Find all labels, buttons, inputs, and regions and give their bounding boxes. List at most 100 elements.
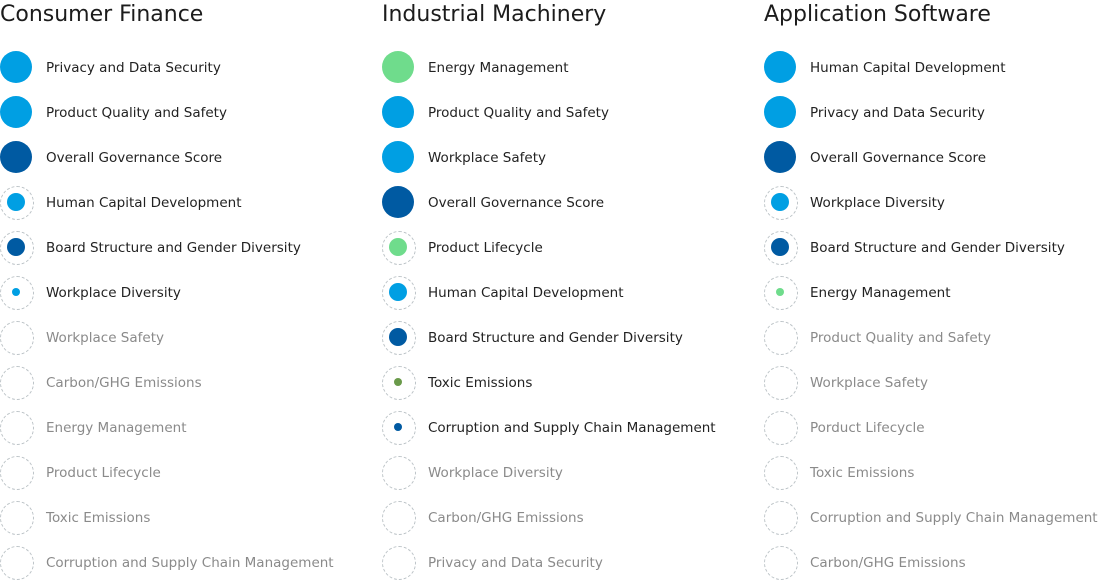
importance-dot — [394, 423, 402, 431]
topic-item: Energy Management — [764, 276, 1101, 310]
importance-indicator — [764, 276, 798, 310]
topic-label: Workplace Diversity — [428, 465, 563, 481]
topic-label: Corruption and Supply Chain Management — [810, 510, 1098, 526]
topic-item: Carbon/GHG Emissions — [382, 501, 742, 535]
topic-label: Product Lifecycle — [46, 465, 161, 481]
topic-item: Energy Management — [0, 411, 360, 445]
importance-dot — [382, 96, 414, 128]
importance-indicator — [764, 501, 798, 535]
importance-indicator — [764, 186, 798, 220]
importance-dot — [389, 328, 407, 346]
importance-dot — [7, 238, 25, 256]
importance-indicator — [764, 366, 798, 400]
importance-indicator — [382, 231, 416, 265]
topic-item: Product Quality and Safety — [0, 96, 360, 130]
topic-label: Board Structure and Gender Diversity — [46, 240, 301, 256]
topic-item: Privacy and Data Security — [382, 546, 742, 580]
column-title: Application Software — [764, 2, 991, 27]
topic-item: Toxic Emissions — [0, 501, 360, 535]
topic-item: Energy Management — [382, 51, 742, 85]
importance-indicator — [0, 456, 34, 490]
importance-dot — [0, 51, 32, 83]
topic-item: Corruption and Supply Chain Management — [764, 501, 1101, 535]
topic-item: Human Capital Development — [0, 186, 360, 220]
importance-indicator — [382, 186, 416, 220]
importance-dot — [7, 193, 25, 211]
importance-dot — [764, 96, 796, 128]
topic-label: Energy Management — [428, 60, 569, 76]
importance-indicator — [382, 456, 416, 490]
importance-dot — [0, 96, 32, 128]
topic-item: Product Quality and Safety — [382, 96, 742, 130]
topic-label: Corruption and Supply Chain Management — [428, 420, 716, 436]
importance-dot — [389, 283, 407, 301]
topic-label: Energy Management — [46, 420, 187, 436]
importance-indicator — [382, 276, 416, 310]
topic-label: Overall Governance Score — [428, 195, 605, 211]
importance-dot — [394, 378, 402, 386]
topic-item: Board Structure and Gender Diversity — [0, 231, 360, 265]
importance-indicator — [382, 546, 416, 580]
topic-item: Privacy and Data Security — [0, 51, 360, 85]
importance-indicator — [382, 411, 416, 445]
importance-indicator — [764, 411, 798, 445]
importance-indicator — [764, 51, 798, 85]
importance-indicator — [0, 141, 34, 175]
topic-item: Overall Governance Score — [382, 186, 742, 220]
topic-item: Human Capital Development — [764, 51, 1101, 85]
topic-label: Product Quality and Safety — [810, 330, 991, 346]
importance-dot — [776, 288, 784, 296]
topic-item: Workplace Safety — [764, 366, 1101, 400]
topic-label: Overall Governance Score — [46, 150, 223, 166]
topic-label: Privacy and Data Security — [810, 105, 985, 121]
importance-indicator — [0, 276, 34, 310]
topic-label: Product Quality and Safety — [428, 105, 609, 121]
topic-label: Workplace Diversity — [46, 285, 181, 301]
importance-indicator — [0, 411, 34, 445]
topic-item: Product Lifecycle — [0, 456, 360, 490]
importance-indicator — [0, 366, 34, 400]
topic-item: Carbon/GHG Emissions — [764, 546, 1101, 580]
topic-label: Workplace Safety — [428, 150, 546, 166]
importance-indicator — [382, 96, 416, 130]
importance-indicator — [382, 51, 416, 85]
importance-dot — [12, 288, 20, 296]
importance-indicator — [0, 186, 34, 220]
importance-indicator — [382, 501, 416, 535]
topic-item: Porduct Lifecycle — [764, 411, 1101, 445]
importance-dot — [771, 193, 789, 211]
topic-item: Privacy and Data Security — [764, 96, 1101, 130]
topic-label: Workplace Safety — [810, 375, 928, 391]
importance-indicator — [0, 501, 34, 535]
topic-label: Human Capital Development — [46, 195, 242, 211]
topic-label: Corruption and Supply Chain Management — [46, 555, 334, 571]
topic-label: Carbon/GHG Emissions — [46, 375, 202, 391]
column-title: Consumer Finance — [0, 2, 204, 27]
importance-indicator — [764, 141, 798, 175]
topic-label: Human Capital Development — [428, 285, 624, 301]
topic-item: Product Quality and Safety — [764, 321, 1101, 355]
topic-label: Product Lifecycle — [428, 240, 543, 256]
topic-label: Overall Governance Score — [810, 150, 987, 166]
importance-indicator — [0, 51, 34, 85]
topic-item: Corruption and Supply Chain Management — [382, 411, 742, 445]
topic-item: Workplace Safety — [0, 321, 360, 355]
importance-indicator — [382, 366, 416, 400]
topic-label: Privacy and Data Security — [428, 555, 603, 571]
column-title: Industrial Machinery — [382, 2, 607, 27]
topic-item: Board Structure and Gender Diversity — [382, 321, 742, 355]
topic-label: Toxic Emissions — [46, 510, 151, 526]
importance-indicator — [764, 231, 798, 265]
importance-indicator — [764, 96, 798, 130]
topic-label: Privacy and Data Security — [46, 60, 221, 76]
importance-dot — [382, 186, 414, 218]
topic-item: Toxic Emissions — [382, 366, 742, 400]
topic-label: Toxic Emissions — [810, 465, 915, 481]
topic-item: Toxic Emissions — [764, 456, 1101, 490]
importance-indicator — [764, 546, 798, 580]
importance-indicator — [764, 456, 798, 490]
importance-indicator — [0, 231, 34, 265]
importance-dot — [771, 238, 789, 256]
importance-indicator — [0, 96, 34, 130]
topic-item: Product Lifecycle — [382, 231, 742, 265]
